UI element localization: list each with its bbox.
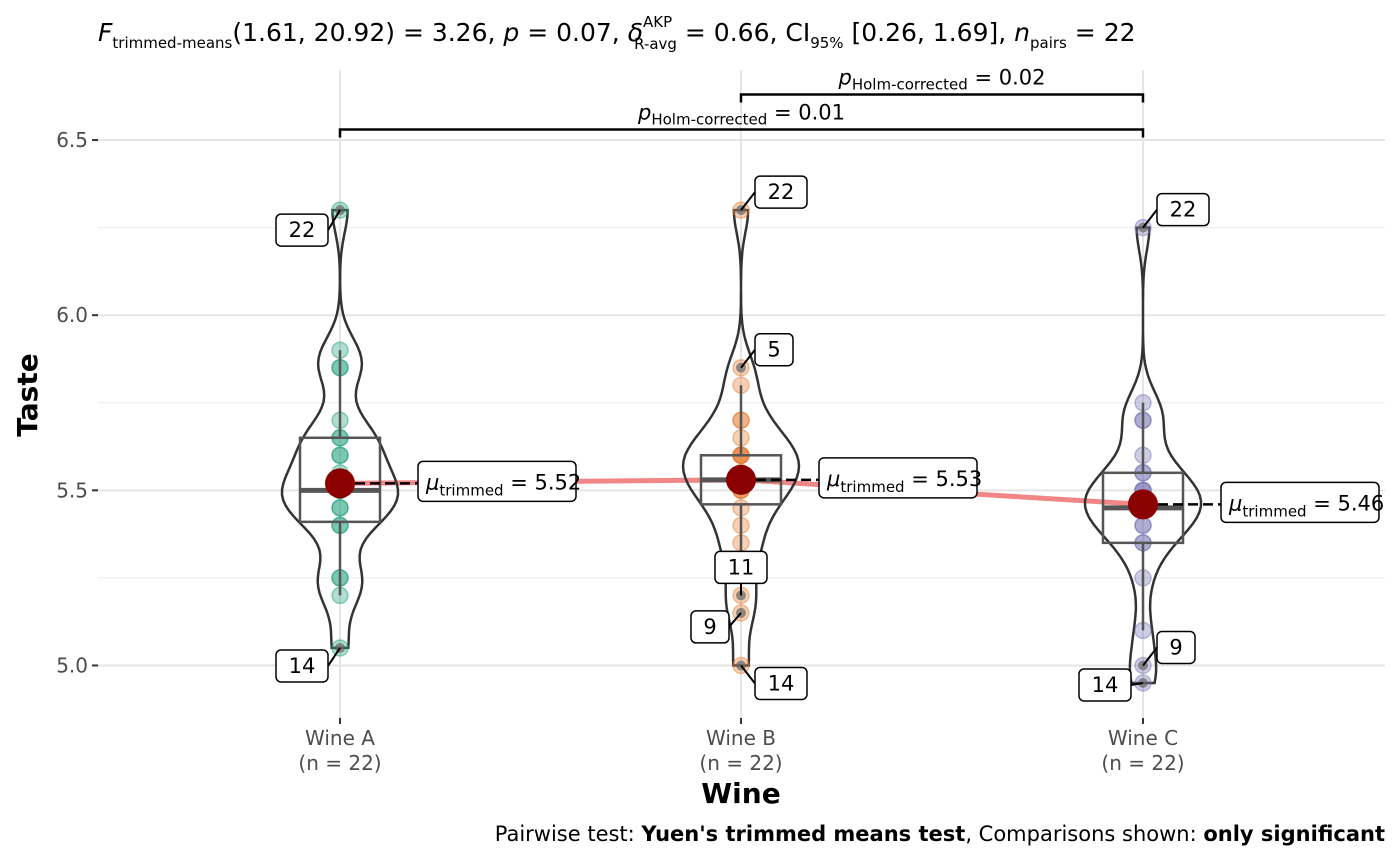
outlier-label-box [754, 175, 808, 209]
outlier-label: 11 [728, 555, 755, 579]
violin [280, 208, 400, 650]
outlier-label: 5 [767, 338, 780, 362]
group-wine-a: 22 14 μtrimmed = 5.52 [275, 201, 581, 683]
outlier-leader [1130, 681, 1144, 686]
outlier-label-box [754, 332, 794, 367]
pairwise-bracket [338, 128, 1145, 138]
outlier-label-box [1156, 192, 1210, 227]
outlier-label-box [275, 649, 329, 683]
box [298, 436, 382, 524]
trimmed-mean-point [1128, 489, 1158, 520]
title-delta-sub: R-avg [634, 35, 677, 53]
violin [681, 208, 801, 667]
y-tick-label: 5.0 [56, 653, 88, 677]
pairwise-label: pHolm-corrected = 0.02 [838, 66, 1046, 94]
x-axis: Wine A(n = 22)Wine B(n = 22)Wine C(n = 2… [298, 718, 1185, 775]
mean-label: μtrimmed = 5.52 [425, 470, 581, 499]
title-args: (1.61, 20.92) = 3.26, [232, 18, 503, 47]
outlier-label-box [690, 610, 730, 644]
pairwise-comparisons: pHolm-corrected = 0.02 pHolm-corrected = … [338, 66, 1145, 138]
title-p-val: = 0.07, [519, 18, 627, 47]
trimmed-mean-point [726, 464, 756, 495]
group-wine-c: 22 9 14 μtrimmed = 5.46 [1078, 192, 1384, 702]
x-tick-label: Wine A [305, 726, 375, 750]
title-f: F [98, 18, 113, 47]
outlier-label: 22 [1170, 198, 1197, 222]
title-ci-sub: 95% [810, 34, 843, 52]
outlier-leader [740, 349, 756, 369]
y-tick-label: 6.5 [56, 128, 88, 152]
x-tick-n-label: (n = 22) [298, 751, 381, 775]
outlier-label-box [275, 213, 329, 247]
title-n-val: = 22 [1067, 18, 1136, 47]
outlier-label: 9 [1169, 635, 1182, 659]
trimmed-mean-point [325, 468, 355, 499]
outlier-label: 9 [703, 615, 716, 639]
outlier-label-box [1156, 630, 1196, 665]
title-f-sub: trimmed-means [112, 34, 232, 52]
y-axis-title: Taste [11, 353, 44, 436]
outlier-label-box [714, 550, 768, 585]
outlier-leader [1142, 646, 1158, 667]
outlier-leader [728, 612, 742, 628]
title-n: n [1014, 18, 1030, 47]
y-tick-label: 6.0 [56, 303, 88, 327]
data-point [1134, 516, 1152, 535]
mean-label-box [818, 457, 978, 499]
outlier-leader [1142, 209, 1158, 229]
mean-label: μtrimmed = 5.46 [1228, 491, 1384, 520]
outlier-label-box [754, 666, 808, 701]
y-tick-label: 5.5 [56, 478, 88, 502]
caption-shown: only significant [1203, 822, 1385, 846]
outlier-label: 14 [1092, 673, 1119, 697]
x-tick-label: Wine C [1108, 726, 1178, 750]
caption-pre: Pairwise test: [495, 822, 642, 846]
outlier-label: 22 [289, 218, 316, 242]
title-delta: δ [628, 18, 643, 47]
outlier-leader [327, 209, 341, 231]
plot-area: 22 14 μtrimmed = 5.52 22 5 11 9 14 μtrimmed = 5.… [275, 175, 1384, 702]
outlier-leader [740, 191, 756, 211]
group-wine-b: 22 5 11 9 14 μtrimmed = 5.53 [681, 175, 982, 701]
x-tick-n-label: (n = 22) [699, 751, 782, 775]
mean-label-box [1220, 481, 1380, 524]
outlier-label: 14 [768, 671, 795, 695]
outlier-label-box [1078, 668, 1132, 702]
pairwise-label: pHolm-corrected = 0.01 [637, 101, 845, 129]
x-tick-n-label: (n = 22) [1101, 751, 1184, 775]
data-point [331, 499, 349, 517]
caption-mid: , Comparisons shown: [965, 822, 1203, 846]
outlier-label: 14 [289, 654, 316, 678]
mean-label-box [417, 460, 577, 503]
caption-test: Yuen's trimmed means test [640, 822, 965, 846]
title-n-sub: pairs [1030, 34, 1067, 52]
data-point [331, 446, 349, 465]
pairwise-bracket [739, 93, 1145, 103]
title-ci-val: [0.26, 1.69], [844, 18, 1015, 47]
caption: Pairwise test: Yuen's trimmed means test… [495, 822, 1385, 846]
chart-title: Ftrimmed-means(1.61, 20.92) = 3.26, p = … [98, 13, 1136, 53]
outlier-label: 22 [768, 180, 795, 204]
title-delta-sup: AKP [643, 13, 672, 31]
outlier-leader [740, 664, 756, 685]
data-point [331, 499, 349, 517]
title-p: p [502, 18, 519, 47]
data-point [331, 446, 349, 465]
title-delta-val: = 0.66, CI [677, 18, 810, 47]
mean-label: μtrimmed = 5.53 [826, 467, 982, 496]
y-axis: 5.0 5.5 6.0 6.5 [56, 128, 98, 677]
x-axis-title: Wine [701, 777, 780, 810]
outlier-leader [327, 647, 341, 667]
x-tick-label: Wine B [706, 726, 776, 750]
